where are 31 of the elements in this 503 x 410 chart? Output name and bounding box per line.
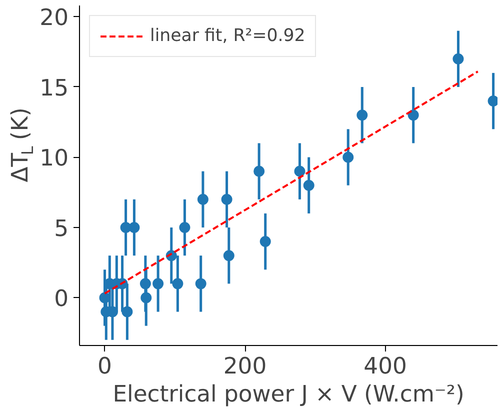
point	[197, 194, 208, 205]
y-tick-label: 15	[40, 75, 69, 102]
point	[223, 250, 234, 262]
x-axis-title: Electrical power J × V (W.cm⁻²)	[112, 382, 464, 408]
point	[260, 236, 271, 248]
point	[140, 292, 152, 304]
point	[172, 278, 184, 290]
x-tick-label: 0	[98, 354, 112, 380]
point	[122, 306, 133, 318]
point	[488, 96, 498, 107]
point	[356, 110, 368, 121]
y-tick-label: 20	[40, 5, 69, 32]
point	[179, 222, 190, 233]
point	[254, 166, 265, 177]
y-tick-label: 0	[54, 286, 69, 312]
point	[128, 222, 140, 233]
point	[342, 152, 354, 163]
x-tick-label: 200	[223, 354, 267, 380]
x-tick-label: 400	[364, 354, 407, 380]
point	[221, 194, 232, 205]
point	[140, 278, 151, 290]
y-axis-title: ΔTL (K)	[8, 108, 37, 182]
y-tick-label: 10	[40, 146, 69, 172]
point	[303, 180, 314, 191]
y-tick-label: 5	[54, 216, 69, 242]
point	[195, 278, 206, 290]
point	[452, 53, 464, 64]
point	[408, 110, 419, 121]
point	[152, 278, 164, 290]
legend-label: linear fit, R²=0.92	[150, 26, 306, 46]
point	[294, 166, 306, 177]
